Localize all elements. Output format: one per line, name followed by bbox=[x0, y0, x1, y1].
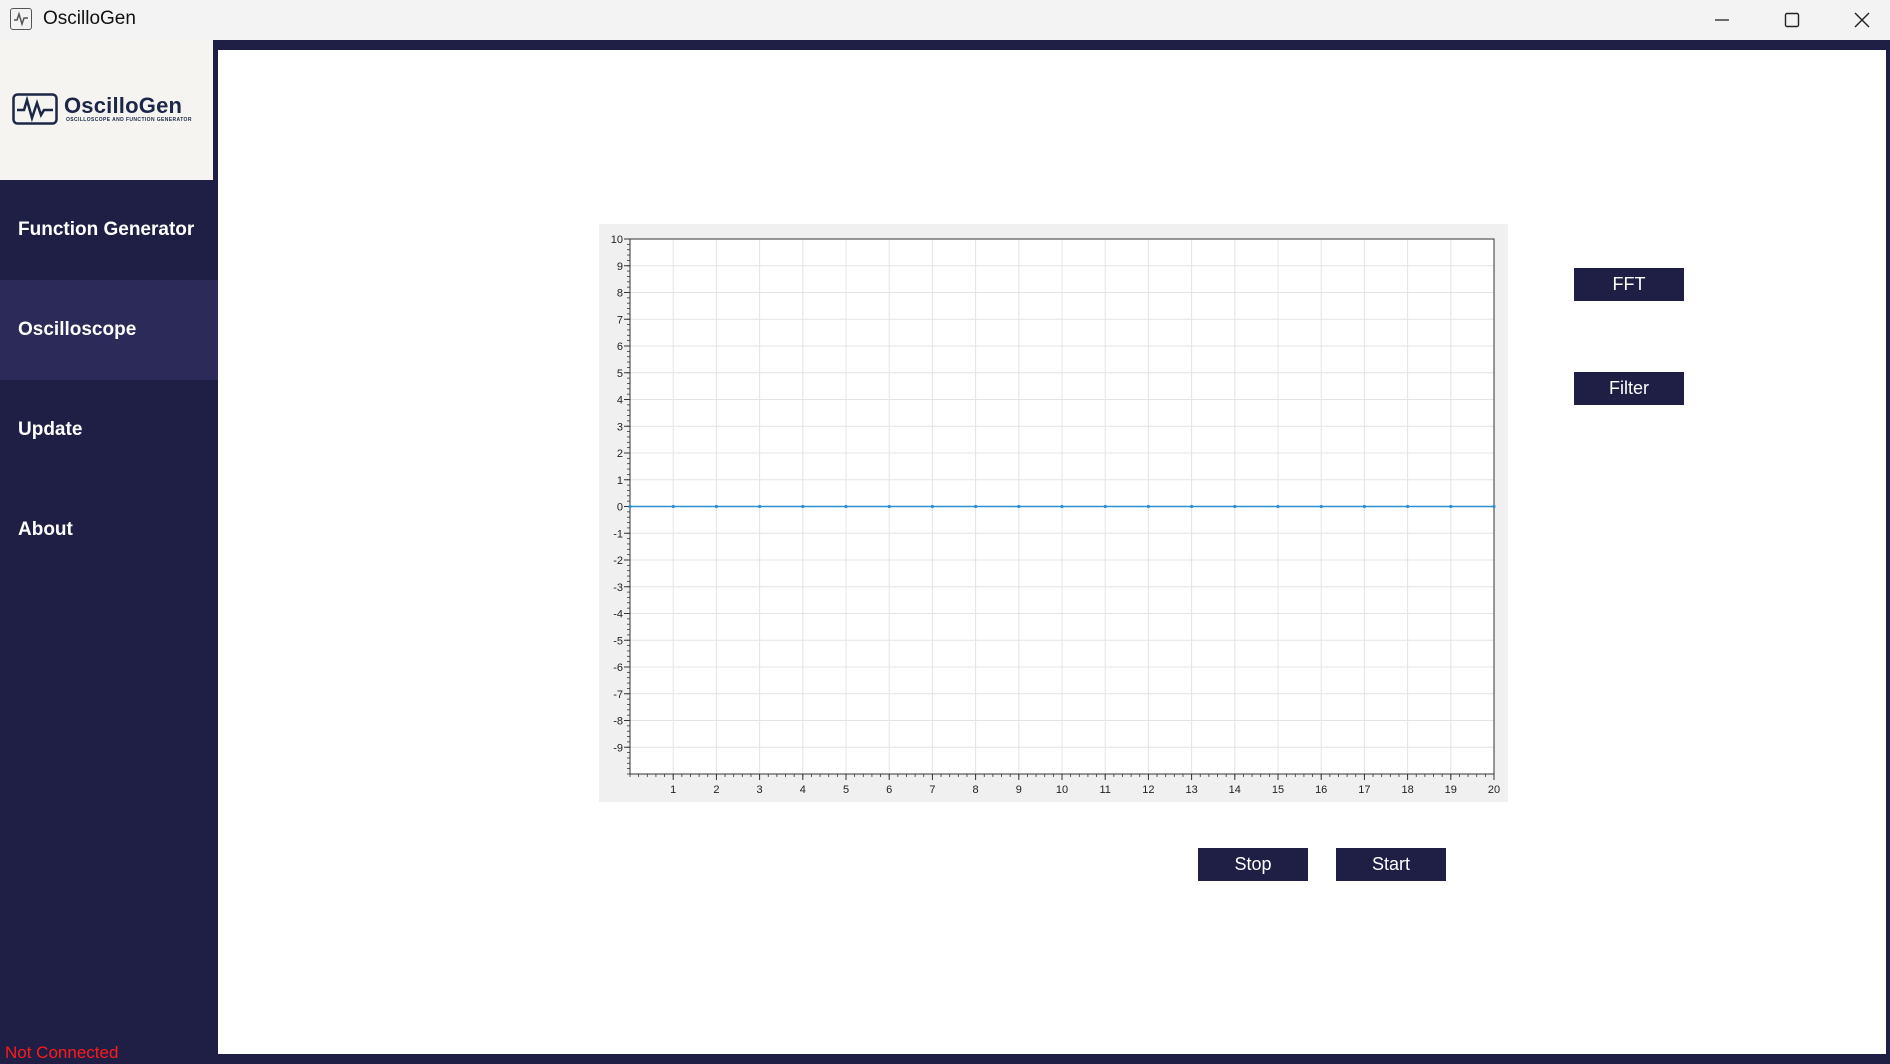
x-tick-label: 10 bbox=[1056, 784, 1068, 796]
y-tick-label: 2 bbox=[617, 448, 623, 460]
close-icon bbox=[1854, 12, 1870, 28]
close-button[interactable] bbox=[1830, 0, 1890, 40]
app-icon bbox=[10, 8, 32, 30]
y-tick-label: -4 bbox=[613, 609, 623, 621]
filter-button[interactable]: Filter bbox=[1574, 372, 1684, 405]
data-point bbox=[1233, 504, 1237, 509]
x-tick-label: 2 bbox=[713, 784, 719, 796]
stop-button[interactable]: Stop bbox=[1198, 848, 1308, 881]
sidebar-item-about[interactable]: About bbox=[18, 519, 73, 540]
y-tick-label: 10 bbox=[611, 234, 623, 246]
data-point bbox=[1319, 504, 1323, 509]
y-tick-label: 0 bbox=[617, 502, 623, 514]
minimize-button[interactable] bbox=[1690, 0, 1754, 40]
x-tick-label: 1 bbox=[670, 784, 676, 796]
x-tick-label: 19 bbox=[1445, 784, 1457, 796]
data-point bbox=[930, 504, 934, 509]
x-tick-label: 14 bbox=[1229, 784, 1241, 796]
x-tick-label: 6 bbox=[886, 784, 892, 796]
waveform-logo-icon bbox=[12, 93, 58, 125]
logo: OscilloGen OSCILLOSCOPE AND FUNCTION GEN… bbox=[0, 40, 213, 180]
data-point bbox=[1017, 504, 1021, 509]
y-tick-label: -7 bbox=[613, 689, 623, 701]
window-title: OscilloGen bbox=[43, 8, 136, 29]
start-button[interactable]: Start bbox=[1336, 848, 1446, 881]
data-point bbox=[1406, 504, 1410, 509]
data-point bbox=[1276, 504, 1280, 509]
x-tick-label: 5 bbox=[843, 784, 849, 796]
y-tick-label: 6 bbox=[617, 341, 623, 353]
x-tick-label: 11 bbox=[1099, 784, 1110, 796]
x-tick-label: 18 bbox=[1401, 784, 1413, 796]
x-tick-label: 13 bbox=[1185, 784, 1197, 796]
x-tick-label: 7 bbox=[929, 784, 935, 796]
y-tick-label: 3 bbox=[617, 421, 623, 433]
x-tick-label: 8 bbox=[973, 784, 979, 796]
sidebar-item-function-generator[interactable]: Function Generator bbox=[18, 219, 195, 240]
logo-tagline: OSCILLOSCOPE AND FUNCTION GENERATOR bbox=[66, 117, 192, 123]
y-tick-label: -1 bbox=[613, 528, 623, 540]
y-tick-label: 1 bbox=[617, 475, 623, 487]
oscilloscope-chart: 1 2 3 4 5 6 7 8 9 10 11 12 13 14 15 16 17 18 19 20 -9 -8 -7 -6-… bbox=[599, 224, 1508, 802]
data-point bbox=[974, 504, 978, 509]
data-point bbox=[628, 504, 632, 509]
data-point bbox=[1060, 504, 1064, 509]
data-point bbox=[1449, 504, 1453, 509]
data-point bbox=[1103, 504, 1107, 509]
data-point bbox=[1146, 504, 1150, 509]
connection-status: Not Connected bbox=[5, 1043, 119, 1062]
x-tick-label: 16 bbox=[1315, 784, 1327, 796]
x-tick-label: 9 bbox=[1016, 784, 1022, 796]
data-point bbox=[1362, 504, 1366, 509]
y-tick-label: 4 bbox=[617, 395, 623, 407]
y-tick-label: 7 bbox=[617, 314, 623, 326]
chart-svg: 1 2 3 4 5 6 7 8 9 10 11 12 13 14 15 16 17 18 19 20-9-8-7-6-… bbox=[611, 234, 1500, 796]
title-bar: OscilloGen bbox=[0, 0, 1890, 40]
logo-name: OscilloGen bbox=[64, 93, 183, 118]
y-tick-label: -2 bbox=[613, 555, 623, 567]
y-tick-label: 9 bbox=[617, 261, 623, 273]
y-tick-label: -5 bbox=[613, 635, 623, 647]
minimize-icon bbox=[1715, 19, 1729, 21]
sidebar-item-oscilloscope[interactable]: Oscilloscope bbox=[0, 280, 218, 380]
data-point bbox=[844, 504, 848, 509]
data-point bbox=[671, 504, 675, 509]
fft-button[interactable]: FFT bbox=[1574, 268, 1684, 301]
data-point bbox=[714, 504, 718, 509]
x-tick-label: 20 bbox=[1488, 784, 1500, 796]
y-tick-label: -6 bbox=[613, 662, 623, 674]
data-point bbox=[1492, 504, 1496, 509]
x-tick-label: 3 bbox=[757, 784, 763, 796]
y-tick-label: -3 bbox=[613, 582, 623, 594]
data-point bbox=[758, 504, 762, 509]
x-tick-label: 12 bbox=[1142, 784, 1154, 796]
y-tick-label: -8 bbox=[613, 716, 623, 728]
x-tick-label: 4 bbox=[800, 784, 806, 796]
x-tick-label: 17 bbox=[1358, 784, 1370, 796]
sidebar-item-update[interactable]: Update bbox=[18, 419, 83, 440]
y-tick-label: 8 bbox=[617, 288, 623, 300]
y-tick-label: 5 bbox=[617, 368, 623, 380]
data-point bbox=[1190, 504, 1194, 509]
data-point bbox=[801, 504, 805, 509]
y-tick-label: -9 bbox=[613, 742, 623, 754]
data-point bbox=[887, 504, 891, 509]
x-tick-label: 15 bbox=[1272, 784, 1284, 796]
maximize-button[interactable] bbox=[1760, 0, 1824, 40]
maximize-icon bbox=[1784, 12, 1800, 28]
